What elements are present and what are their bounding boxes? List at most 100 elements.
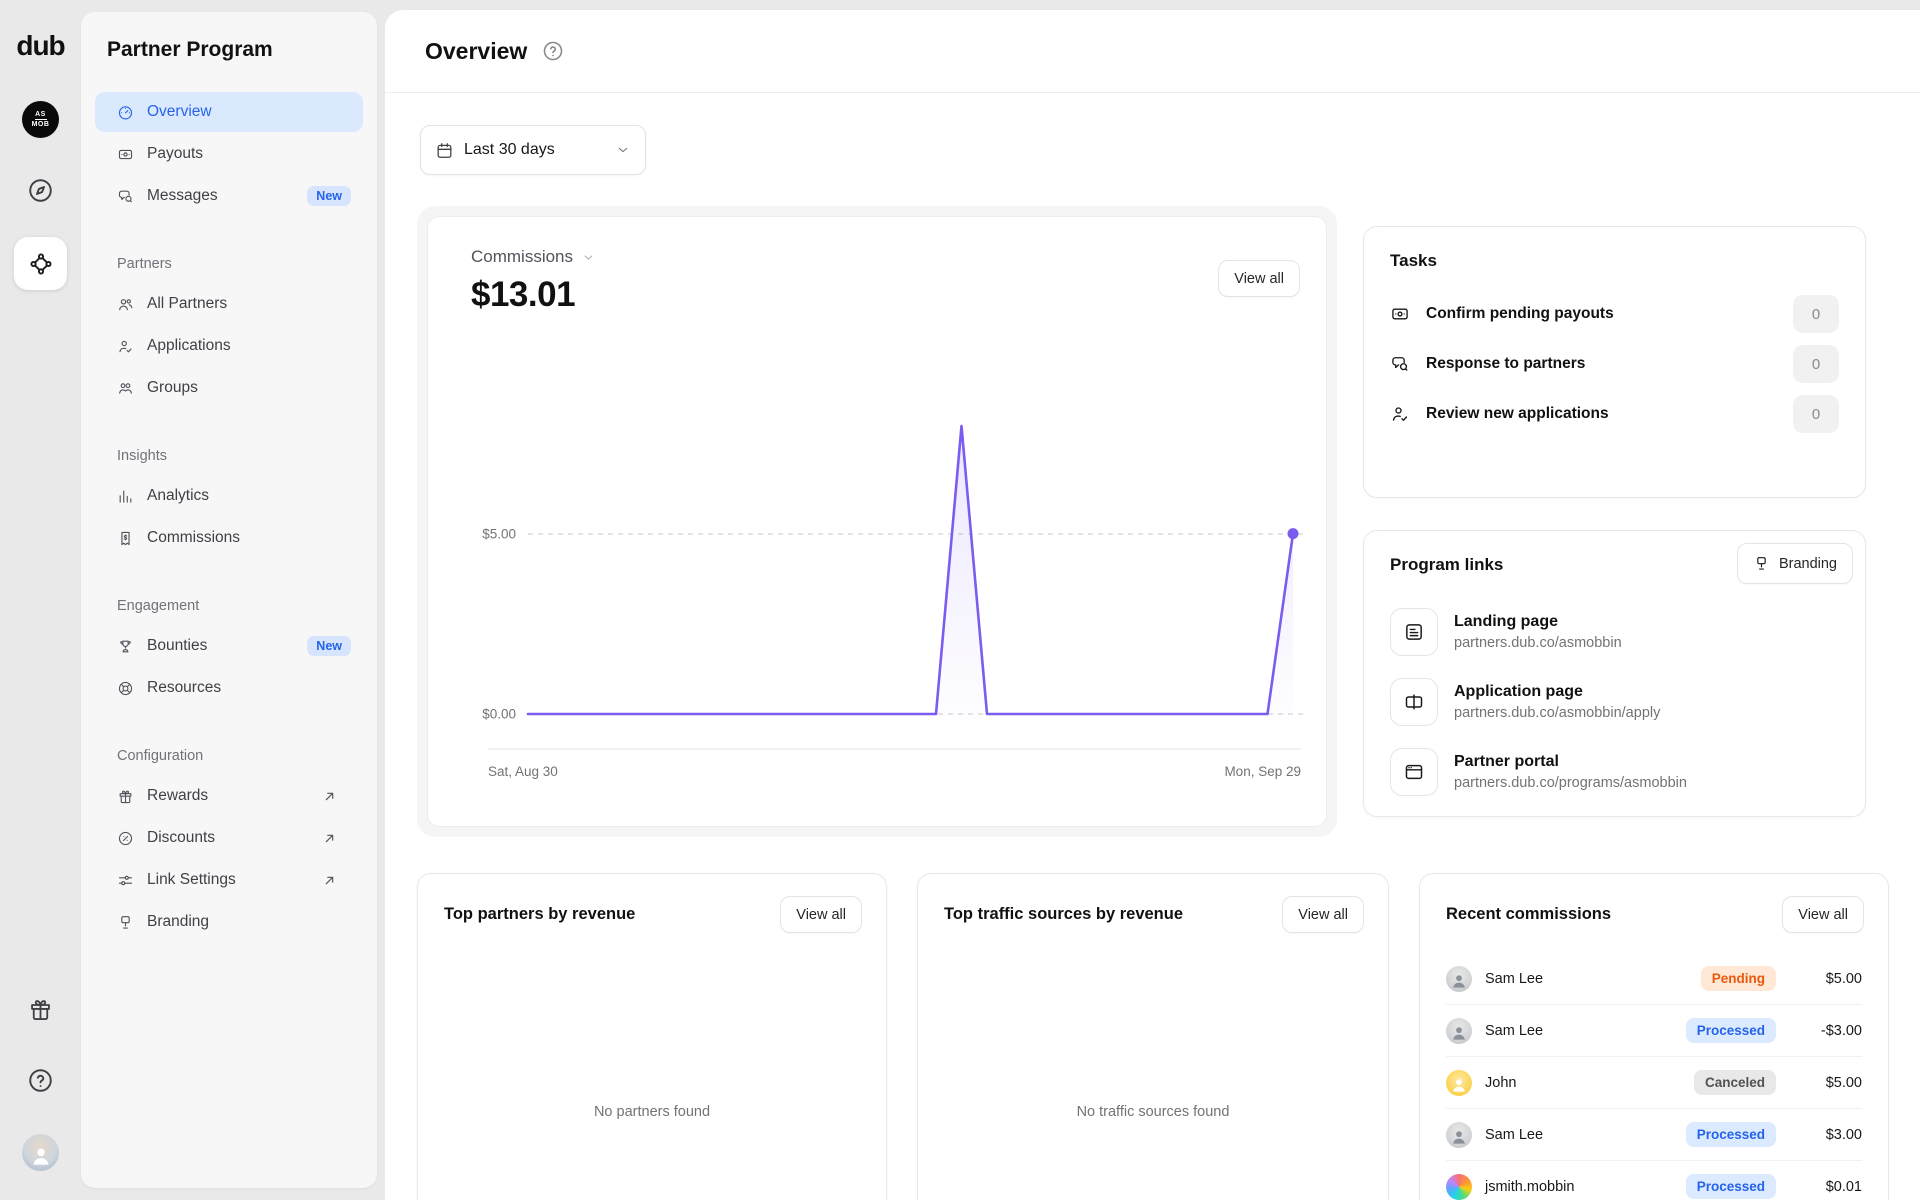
status-badge: Pending xyxy=(1701,966,1776,991)
task-count-badge: 0 xyxy=(1793,345,1839,383)
sidebar: Partner Program OverviewPayoutsMessagesN… xyxy=(81,12,377,1188)
sidebar-section-insights: Insights xyxy=(95,448,363,464)
user-avatar[interactable] xyxy=(22,1134,59,1171)
sidebar-item-link-settings[interactable]: Link Settings xyxy=(95,860,363,900)
date-range-value: Last 30 days xyxy=(464,141,555,159)
partner-name: John xyxy=(1485,1075,1694,1091)
sidebar-item-overview[interactable]: Overview xyxy=(95,92,363,132)
sidebar-section-configuration: Configuration xyxy=(95,748,363,764)
payouts-icon xyxy=(1390,304,1410,324)
sidebar-item-label: Link Settings xyxy=(147,871,321,889)
sidebar-item-messages[interactable]: MessagesNew xyxy=(95,176,363,216)
person-icon xyxy=(1449,1075,1469,1095)
sidebar-item-resources[interactable]: Resources xyxy=(95,668,363,708)
link-tile xyxy=(1390,748,1438,796)
link-url: partners.dub.co/asmobbin xyxy=(1454,635,1622,651)
metric-selector[interactable]: Commissions xyxy=(471,247,596,267)
task-row-confirm-pending-payouts[interactable]: Confirm pending payouts 0 xyxy=(1390,289,1839,339)
top-traffic-view-all-button[interactable]: View all xyxy=(1282,896,1364,933)
avatar xyxy=(1446,1070,1472,1096)
commission-amount: $0.01 xyxy=(1790,1179,1862,1195)
program-link-landing-page[interactable]: Landing page partners.dub.co/asmobbin xyxy=(1390,608,1839,656)
sidebar-item-rewards[interactable]: Rewards xyxy=(95,776,363,816)
sidebar-section-engagement: Engagement xyxy=(95,598,363,614)
new-badge: New xyxy=(307,186,351,206)
avatar xyxy=(1446,1174,1472,1200)
top-traffic-card: Top traffic sources by revenue View all … xyxy=(917,873,1389,1200)
page-header: Overview xyxy=(385,10,1920,93)
commission-row[interactable]: Sam Lee Processed $3.00 xyxy=(1446,1109,1862,1161)
commission-amount: -$3.00 xyxy=(1790,1023,1862,1039)
sidebar-item-payouts[interactable]: Payouts xyxy=(95,134,363,174)
avatar xyxy=(1446,1018,1472,1044)
top-partners-view-all-button[interactable]: View all xyxy=(780,896,862,933)
resources-icon xyxy=(117,680,134,697)
top-partners-card: Top partners by revenue View all No part… xyxy=(417,873,887,1200)
task-row-response-to-partners[interactable]: Response to partners 0 xyxy=(1390,339,1839,389)
sidebar-item-all-partners[interactable]: All Partners xyxy=(95,284,363,324)
commission-row[interactable]: jsmith.mobbin Processed $0.01 xyxy=(1446,1161,1862,1200)
compass-icon[interactable] xyxy=(26,176,55,205)
link-title: Application page xyxy=(1454,683,1660,701)
sidebar-title: Partner Program xyxy=(95,38,363,62)
tasks-title: Tasks xyxy=(1364,227,1865,271)
recent-commissions-view-all-button[interactable]: View all xyxy=(1782,896,1864,933)
dub-logo: dub xyxy=(0,30,81,62)
branding-button[interactable]: Branding xyxy=(1737,543,1853,584)
date-range-select[interactable]: Last 30 days xyxy=(420,125,646,175)
link-tile xyxy=(1390,678,1438,726)
sidebar-item-groups[interactable]: Groups xyxy=(95,368,363,408)
top-partners-title: Top partners by revenue xyxy=(444,905,635,924)
sidebar-item-label: Resources xyxy=(147,679,351,697)
link-settings-icon xyxy=(117,872,134,889)
person-icon xyxy=(1449,971,1469,991)
icon-rail: dub AS MOB xyxy=(0,0,81,1200)
analytics-icon xyxy=(117,488,134,505)
workspace-monogram-top: AS xyxy=(35,111,46,118)
task-label: Confirm pending payouts xyxy=(1426,305,1793,323)
page-icon xyxy=(1403,621,1425,643)
sidebar-item-branding[interactable]: Branding xyxy=(95,902,363,942)
sidebar-item-label: Applications xyxy=(147,337,351,355)
external-link-icon xyxy=(321,872,338,889)
top-partners-empty-state: No partners found xyxy=(418,1104,886,1120)
sidebar-item-label: Discounts xyxy=(147,829,321,847)
sidebar-item-bounties[interactable]: BountiesNew xyxy=(95,626,363,666)
svg-text:Mon, Sep 29: Mon, Sep 29 xyxy=(1224,764,1301,779)
metric-value: $13.01 xyxy=(471,275,1300,315)
commission-amount: $5.00 xyxy=(1790,1075,1862,1091)
new-badge: New xyxy=(307,636,351,656)
status-badge: Processed xyxy=(1686,1122,1776,1147)
chevron-down-icon xyxy=(615,142,631,158)
commissions-chart-card: Commissions $13.01 View all $5.00$0.00 S… xyxy=(427,216,1327,827)
gift-icon[interactable] xyxy=(27,996,54,1023)
task-row-review-new-applications[interactable]: Review new applications 0 xyxy=(1390,389,1839,439)
sidebar-item-label: Messages xyxy=(147,187,307,205)
commissions-view-all-button[interactable]: View all xyxy=(1218,260,1300,297)
main-panel: Overview Last 30 days Commissions $13.01… xyxy=(385,10,1920,1200)
commissions-line-chart: $5.00$0.00 Sat, Aug 30 Mon, Sep 29 xyxy=(428,397,1327,797)
link-title: Partner portal xyxy=(1454,753,1687,771)
commission-row[interactable]: Sam Lee Processed -$3.00 xyxy=(1446,1005,1862,1057)
help-icon[interactable] xyxy=(26,1066,55,1095)
workspace-avatar[interactable]: AS MOB xyxy=(22,101,59,138)
program-link-partner-portal[interactable]: Partner portal partners.dub.co/programs/… xyxy=(1390,748,1839,796)
commission-row[interactable]: John Canceled $5.00 xyxy=(1446,1057,1862,1109)
partner-program-tab[interactable] xyxy=(14,237,67,290)
commissions-icon xyxy=(117,530,134,547)
sidebar-item-commissions[interactable]: Commissions xyxy=(95,518,363,558)
rewards-icon xyxy=(117,788,134,805)
program-hub-icon xyxy=(27,250,55,278)
applications-icon xyxy=(117,338,134,355)
sidebar-item-label: Commissions xyxy=(147,529,351,547)
sidebar-item-analytics[interactable]: Analytics xyxy=(95,476,363,516)
bounties-icon xyxy=(117,638,134,655)
program-link-application-page[interactable]: Application page partners.dub.co/asmobbi… xyxy=(1390,678,1839,726)
sidebar-item-discounts[interactable]: Discounts xyxy=(95,818,363,858)
page-help-icon[interactable] xyxy=(541,39,565,63)
sidebar-item-applications[interactable]: Applications xyxy=(95,326,363,366)
partner-name: Sam Lee xyxy=(1485,971,1701,987)
status-badge: Canceled xyxy=(1694,1070,1776,1095)
browser-icon xyxy=(1403,761,1425,783)
commission-row[interactable]: Sam Lee Pending $5.00 xyxy=(1446,953,1862,1005)
